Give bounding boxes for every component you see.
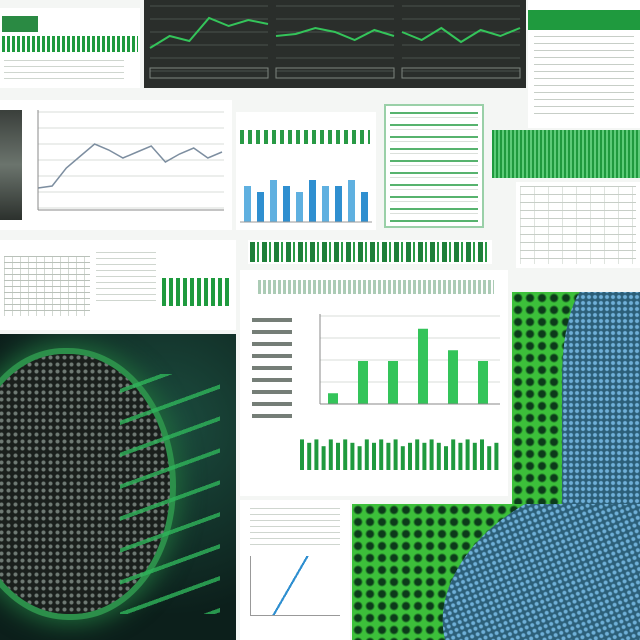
header-title-block — [2, 16, 38, 32]
dark-chart-axis-box — [149, 67, 269, 79]
small-bar-chart-bar — [257, 192, 264, 222]
wide-bar-strip-bar — [436, 442, 441, 470]
wide-bar-strip-bar — [300, 439, 304, 470]
header-barcode — [2, 36, 138, 52]
wide-bar-strip-bar — [408, 442, 412, 470]
left-table-barcode — [162, 278, 232, 306]
green-grid-strip — [492, 130, 640, 178]
left-table-grid — [4, 256, 90, 316]
wide-bar-strip-bar — [480, 439, 484, 470]
center-bar-chart-bar — [358, 361, 368, 404]
center-bar-chart-bar — [388, 361, 398, 404]
small-bar-chart-bar — [309, 180, 316, 222]
dark-chart-series-line — [149, 16, 269, 49]
wide-bar-strip-bar — [379, 439, 384, 470]
small-bar-chart-bar — [335, 186, 342, 222]
right-trunk-column — [562, 292, 640, 504]
wide-bar-strip-bar — [321, 446, 326, 470]
left-table-panel — [0, 240, 236, 330]
wide-bar-strip-bar — [372, 442, 376, 470]
wide-bar-strip-bar — [494, 442, 499, 470]
wide-bar-strip-bar — [314, 439, 319, 470]
line-chart-thumbnail — [0, 110, 22, 220]
wide-bar-strip-bar — [451, 439, 456, 470]
header-text-lines — [4, 60, 124, 84]
headline-barcode-glyphs — [250, 242, 490, 262]
wide-bar-strip-bar — [357, 446, 362, 470]
wide-bar-strip-bar — [422, 442, 427, 470]
small-bar-chart-bar — [283, 186, 290, 222]
center-chart-legend-list — [252, 318, 292, 422]
wide-bar-strip-bar — [307, 442, 312, 470]
wide-bar-strip-bar — [343, 439, 348, 470]
center-bar-chart-bar — [328, 393, 338, 404]
fractal-sphere-tendrils — [120, 374, 220, 614]
small-bar-chart-bar — [322, 186, 329, 222]
fractal-sphere-image — [0, 334, 236, 640]
small-bar-chart-bar — [244, 186, 251, 222]
top-right-header-strip — [528, 10, 640, 30]
headline-barcode-banner — [248, 240, 492, 264]
wide-bar-strip-bar — [465, 439, 470, 470]
small-bar-chart-bar — [348, 180, 355, 222]
wide-bar-strip-svg — [300, 439, 499, 470]
line-chart-svg — [37, 110, 224, 211]
wide-bar-strip-bar — [386, 442, 391, 470]
wide-bar-strip-bar — [364, 439, 369, 470]
bottom-small-chart-lines — [250, 508, 340, 548]
left-table-text-lines — [96, 252, 156, 302]
wide-bar-strip-bar — [458, 442, 463, 470]
dark-chart-series-line — [275, 26, 395, 42]
small-bar-chart-bar — [270, 180, 277, 222]
center-bar-chart-bar — [418, 328, 428, 404]
dark-chart-axis-box — [401, 67, 521, 79]
right-spreadsheet-lines — [520, 186, 636, 264]
dark-line-charts-panel — [144, 0, 526, 88]
top-right-table-lines — [534, 36, 634, 116]
small-bar-chart-barcode — [240, 130, 370, 144]
dark-line-charts-svg — [149, 5, 521, 79]
line-chart-panel — [0, 100, 232, 230]
wide-bar-strip-bar — [429, 439, 434, 470]
form-document-panel — [384, 104, 484, 228]
mossy-trunk-image — [352, 504, 640, 640]
dark-chart-series-line — [401, 26, 521, 44]
wide-bar-strip-bar — [472, 442, 477, 470]
bottom-small-chart-panel — [240, 500, 350, 640]
small-bar-chart-panel — [236, 112, 376, 230]
wide-bar-strip-bar — [444, 446, 448, 470]
wide-bar-strip-bar — [393, 439, 398, 470]
center-chart-subtitle-lines — [258, 280, 494, 294]
small-bar-chart-bar — [296, 192, 303, 222]
mossy-trunk-branch — [407, 504, 640, 640]
center-bar-chart-panel — [240, 270, 508, 496]
wide-bar-strip-bar — [350, 442, 355, 470]
wide-bar-strip-bar — [487, 446, 492, 470]
right-trunk-image — [512, 292, 640, 504]
center-bar-chart-bar — [478, 361, 488, 404]
bottom-small-chart-plot — [250, 556, 340, 616]
dark-chart-axis-box — [275, 67, 395, 79]
small-bar-chart-bar — [361, 192, 368, 222]
right-spreadsheet-panel — [516, 182, 640, 268]
line-chart-series-line — [37, 143, 223, 189]
wide-bar-strip-bar — [415, 439, 420, 470]
wide-bar-strip-bar — [328, 439, 333, 470]
form-document-lines — [390, 112, 478, 222]
wide-bar-strip-bar — [336, 442, 340, 470]
top-left-header-panel — [0, 8, 140, 88]
center-bar-chart-svg — [319, 314, 500, 405]
center-bar-chart-bar — [448, 350, 458, 404]
small-bar-chart-svg — [240, 180, 372, 223]
wide-bar-strip-bar — [400, 446, 405, 470]
top-right-document-panel — [528, 0, 640, 128]
